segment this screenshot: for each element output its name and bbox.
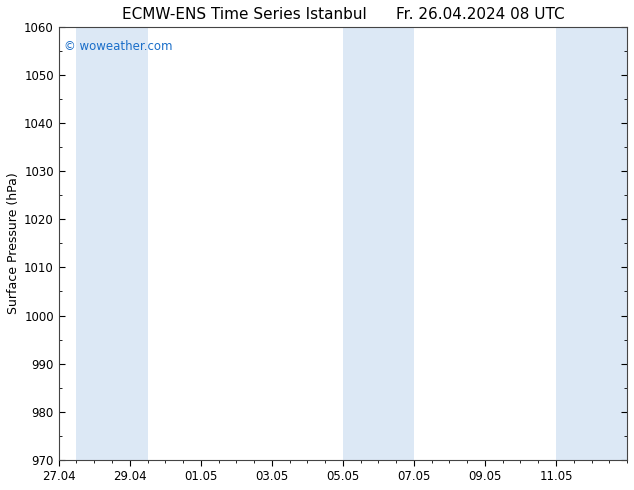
Title: ECMW-ENS Time Series Istanbul      Fr. 26.04.2024 08 UTC: ECMW-ENS Time Series Istanbul Fr. 26.04.… <box>122 7 564 22</box>
Text: © woweather.com: © woweather.com <box>65 40 173 53</box>
Y-axis label: Surface Pressure (hPa): Surface Pressure (hPa) <box>7 172 20 314</box>
Bar <box>343 27 378 460</box>
Bar <box>112 27 148 460</box>
Bar <box>556 27 627 460</box>
Bar <box>378 27 414 460</box>
Bar <box>77 27 112 460</box>
